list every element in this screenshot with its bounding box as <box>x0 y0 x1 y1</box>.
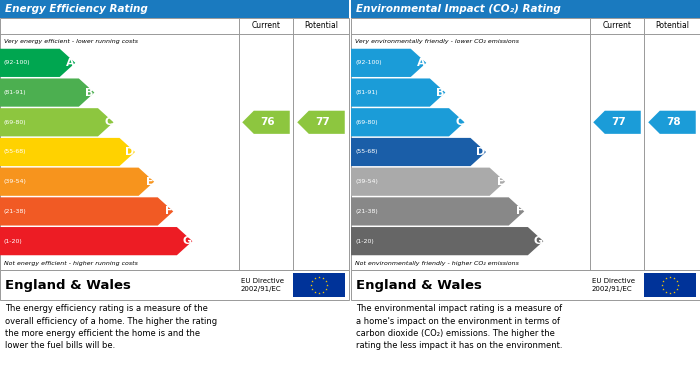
Polygon shape <box>351 49 426 77</box>
Text: EU Directive
2002/91/EC: EU Directive 2002/91/EC <box>592 278 635 292</box>
Text: C: C <box>456 117 463 127</box>
Polygon shape <box>0 197 174 226</box>
Polygon shape <box>0 168 154 196</box>
Bar <box>351 0 700 18</box>
Text: Current: Current <box>251 22 281 30</box>
Text: Not environmentally friendly - higher CO₂ emissions: Not environmentally friendly - higher CO… <box>355 260 519 265</box>
Text: Potential: Potential <box>655 22 689 30</box>
Text: Potential: Potential <box>304 22 338 30</box>
Text: 78: 78 <box>666 117 681 127</box>
Bar <box>0 270 349 300</box>
Text: (21-38): (21-38) <box>4 209 27 214</box>
Polygon shape <box>351 197 524 226</box>
Text: 77: 77 <box>611 117 626 127</box>
Text: (69-80): (69-80) <box>4 120 27 125</box>
Polygon shape <box>648 111 696 134</box>
Text: B: B <box>436 88 445 98</box>
Text: Energy Efficiency Rating: Energy Efficiency Rating <box>5 4 148 14</box>
Text: 76: 76 <box>260 117 275 127</box>
Text: Not energy efficient - higher running costs: Not energy efficient - higher running co… <box>4 260 138 265</box>
Polygon shape <box>351 138 486 166</box>
Polygon shape <box>0 79 94 107</box>
Text: (69-80): (69-80) <box>355 120 377 125</box>
Text: (81-91): (81-91) <box>4 90 27 95</box>
Text: Environmental Impact (CO₂) Rating: Environmental Impact (CO₂) Rating <box>356 4 561 14</box>
Polygon shape <box>298 111 345 134</box>
Text: EU Directive
2002/91/EC: EU Directive 2002/91/EC <box>241 278 284 292</box>
Text: 77: 77 <box>316 117 330 127</box>
Text: England & Wales: England & Wales <box>5 278 131 292</box>
Text: (55-68): (55-68) <box>4 149 27 154</box>
Text: (55-68): (55-68) <box>355 149 377 154</box>
Text: D: D <box>476 147 485 157</box>
Polygon shape <box>0 227 193 255</box>
Text: The environmental impact rating is a measure of
a home's impact on the environme: The environmental impact rating is a mea… <box>356 304 563 350</box>
Text: (92-100): (92-100) <box>4 60 31 65</box>
Polygon shape <box>351 227 543 255</box>
Polygon shape <box>0 108 113 136</box>
Text: England & Wales: England & Wales <box>356 278 482 292</box>
Text: The energy efficiency rating is a measure of the
overall efficiency of a home. T: The energy efficiency rating is a measur… <box>5 304 217 350</box>
Text: E: E <box>146 177 153 187</box>
Bar <box>351 270 700 300</box>
Text: E: E <box>496 177 504 187</box>
Text: C: C <box>104 117 113 127</box>
Bar <box>0 0 349 18</box>
Polygon shape <box>351 168 505 196</box>
Text: D: D <box>125 147 134 157</box>
Text: (81-91): (81-91) <box>355 90 377 95</box>
Polygon shape <box>351 108 465 136</box>
Bar <box>644 273 696 297</box>
Text: (39-54): (39-54) <box>4 179 27 184</box>
Bar <box>0 18 349 270</box>
Text: Very energy efficient - lower running costs: Very energy efficient - lower running co… <box>4 38 138 43</box>
Text: G: G <box>182 236 191 246</box>
Text: (21-38): (21-38) <box>355 209 378 214</box>
Text: F: F <box>164 206 172 217</box>
Bar <box>293 273 345 297</box>
Text: Very environmentally friendly - lower CO₂ emissions: Very environmentally friendly - lower CO… <box>355 38 519 43</box>
Polygon shape <box>0 49 76 77</box>
Text: (1-20): (1-20) <box>355 239 374 244</box>
Polygon shape <box>242 111 290 134</box>
Text: G: G <box>533 236 542 246</box>
Polygon shape <box>0 138 135 166</box>
Polygon shape <box>593 111 640 134</box>
Text: Current: Current <box>603 22 631 30</box>
Text: A: A <box>416 58 426 68</box>
Text: B: B <box>85 88 93 98</box>
Text: F: F <box>516 206 524 217</box>
Text: (39-54): (39-54) <box>355 179 378 184</box>
Bar <box>351 18 700 270</box>
Text: A: A <box>66 58 74 68</box>
Text: (92-100): (92-100) <box>355 60 382 65</box>
Polygon shape <box>351 79 445 107</box>
Text: (1-20): (1-20) <box>4 239 22 244</box>
